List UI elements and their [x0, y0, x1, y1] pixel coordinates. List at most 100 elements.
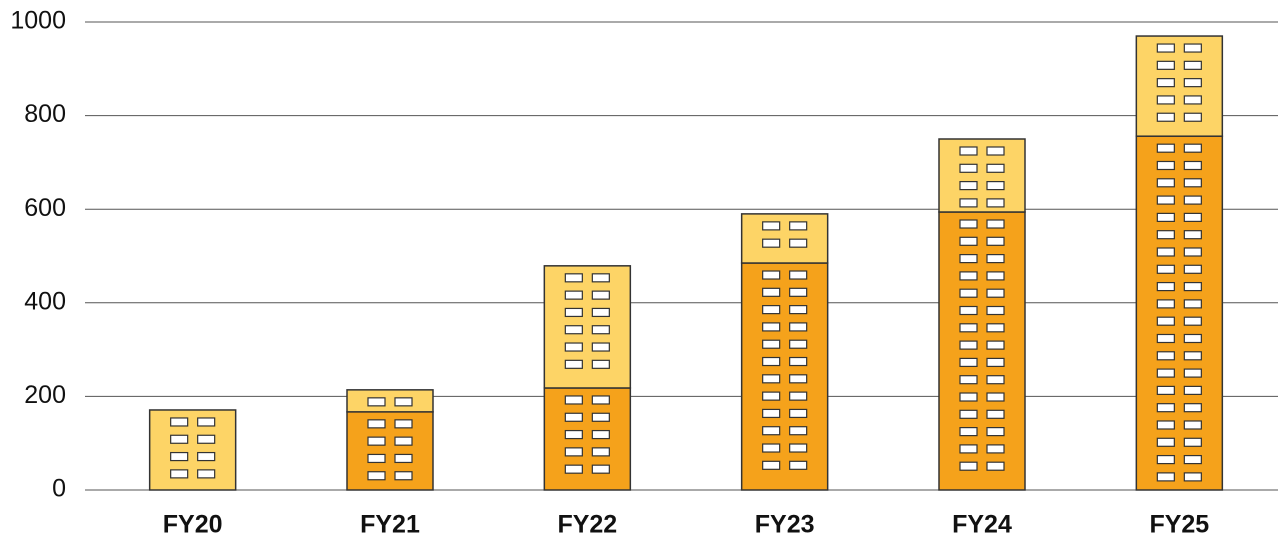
window — [395, 472, 412, 480]
window — [1184, 334, 1201, 342]
window — [960, 341, 977, 349]
window — [790, 340, 807, 348]
window — [1157, 196, 1174, 204]
window — [565, 396, 582, 404]
window — [1157, 44, 1174, 52]
window — [1184, 438, 1201, 446]
window — [790, 222, 807, 230]
window — [790, 239, 807, 247]
window — [960, 376, 977, 384]
window — [395, 420, 412, 428]
window — [960, 164, 977, 172]
window — [565, 413, 582, 421]
window — [565, 308, 582, 316]
window — [790, 409, 807, 417]
window — [790, 288, 807, 296]
window — [763, 323, 780, 331]
window — [368, 398, 385, 406]
window — [592, 343, 609, 351]
y-tick-label: 1000 — [10, 7, 66, 35]
window — [592, 360, 609, 368]
window — [763, 340, 780, 348]
bar-segment — [939, 212, 1025, 490]
window — [960, 307, 977, 315]
window — [987, 289, 1004, 297]
window — [198, 453, 215, 461]
window — [960, 428, 977, 436]
y-tick-label: 0 — [52, 475, 66, 503]
window — [592, 413, 609, 421]
window — [790, 427, 807, 435]
window — [987, 307, 1004, 315]
window — [1157, 161, 1174, 169]
window — [1157, 144, 1174, 152]
window — [565, 343, 582, 351]
window — [1157, 265, 1174, 273]
window — [592, 431, 609, 439]
window — [565, 448, 582, 456]
window — [1184, 386, 1201, 394]
window — [987, 445, 1004, 453]
window — [960, 255, 977, 263]
window — [565, 431, 582, 439]
window — [790, 392, 807, 400]
bar-segment — [939, 139, 1025, 212]
window — [171, 470, 188, 478]
window — [960, 272, 977, 280]
window — [987, 393, 1004, 401]
window — [592, 274, 609, 282]
bar-segment — [347, 412, 433, 490]
window — [960, 199, 977, 207]
x-tick-label: FY24 — [952, 511, 1012, 539]
y-tick-label: 600 — [24, 194, 66, 222]
window — [1157, 334, 1174, 342]
window — [1184, 144, 1201, 152]
window — [171, 418, 188, 426]
window — [592, 291, 609, 299]
window — [1184, 44, 1201, 52]
window — [592, 308, 609, 316]
window — [1157, 61, 1174, 69]
window — [960, 410, 977, 418]
window — [1184, 317, 1201, 325]
window — [763, 375, 780, 383]
window — [1157, 113, 1174, 121]
window — [592, 326, 609, 334]
window — [790, 444, 807, 452]
window — [763, 358, 780, 366]
window — [790, 461, 807, 469]
bar-segment — [742, 263, 828, 490]
window — [1157, 386, 1174, 394]
bar-segment — [1136, 136, 1222, 490]
window — [1184, 404, 1201, 412]
window — [368, 437, 385, 445]
window — [763, 461, 780, 469]
window — [763, 222, 780, 230]
window — [368, 472, 385, 480]
window — [565, 360, 582, 368]
window — [565, 274, 582, 282]
bar-segment — [742, 214, 828, 263]
window — [987, 220, 1004, 228]
y-tick-label: 800 — [24, 100, 66, 128]
window — [763, 444, 780, 452]
window — [987, 255, 1004, 263]
window — [1184, 196, 1201, 204]
window — [987, 376, 1004, 384]
window — [763, 306, 780, 314]
window — [368, 420, 385, 428]
window — [987, 199, 1004, 207]
window — [987, 358, 1004, 366]
bar-segment — [347, 390, 433, 412]
window — [395, 437, 412, 445]
bar-segment — [150, 410, 236, 490]
window — [1184, 96, 1201, 104]
window — [1184, 352, 1201, 360]
window — [987, 324, 1004, 332]
window — [763, 392, 780, 400]
window — [790, 271, 807, 279]
x-tick-label: FY20 — [163, 511, 223, 539]
window — [395, 398, 412, 406]
window — [592, 465, 609, 473]
window — [790, 375, 807, 383]
